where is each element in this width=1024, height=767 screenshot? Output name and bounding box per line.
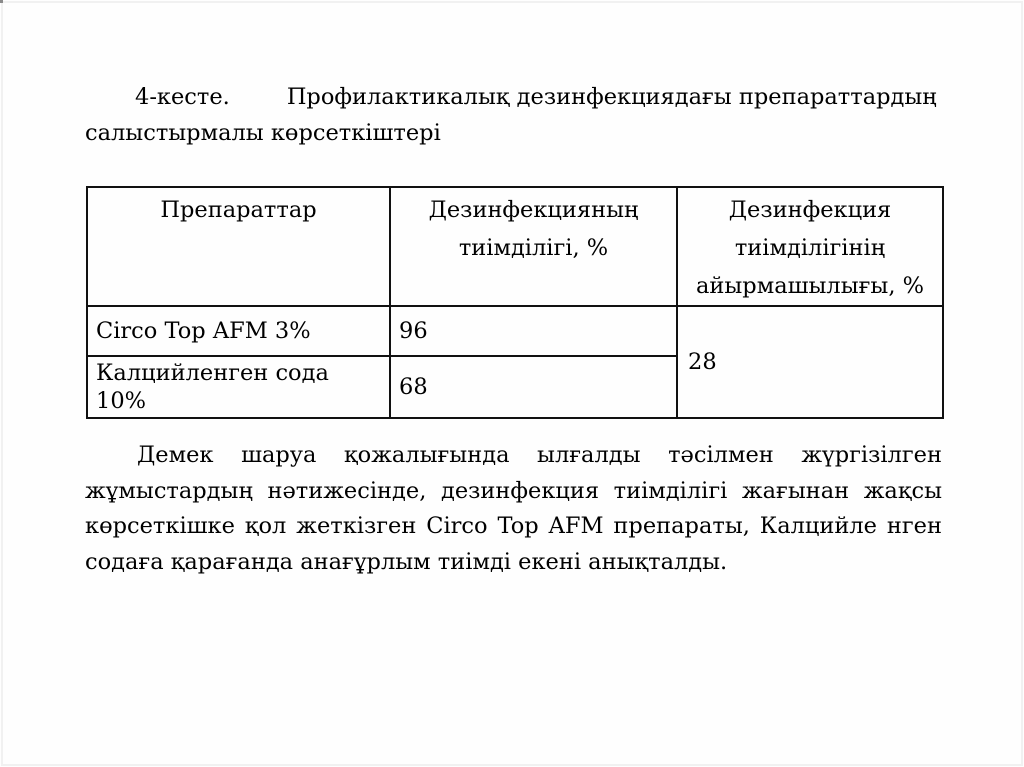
table-caption: 4-кесте. Профилактикалық дезинфекциядағы … — [85, 79, 945, 151]
caption-line-1: 4-кесте. Профилактикалық дезинфекциядағы … — [85, 79, 945, 115]
header-efficiency: Дезинфекцияның тиімділігі, % — [389, 186, 678, 307]
page-corner-mark — [0, 0, 3, 3]
cell-preparation-2: Калцийленген сода 10% — [86, 354, 391, 420]
table-row: Circo Top AFM 3% 96 28 — [86, 304, 944, 420]
comparison-table: Препараттар Дезинфекцияның тиімділігі, %… — [86, 186, 944, 420]
conclusion-paragraph: Демек шаруа қожалығында ылғалды тәсілмен… — [85, 442, 942, 575]
cell-preparation-1: Circo Top AFM 3% — [86, 305, 391, 357]
table-header-row: Препараттар Дезинфекцияның тиімділігі, %… — [86, 186, 944, 307]
header-difference: Дезинфекция тиімділігінің айырмашылығы, … — [676, 186, 944, 307]
table-row: Калцийленген сода 10% 68 — [86, 354, 943, 420]
header-preparations: Препараттар — [86, 186, 391, 307]
cell-difference: 28 — [676, 304, 944, 420]
cell-efficiency-1: 96 — [389, 305, 678, 357]
caption-line-2: салыстырмалы көрсеткіштері — [85, 120, 441, 146]
caption-text: Профилактикалық дезинфекциядағы препарат… — [286, 84, 937, 110]
cell-efficiency-2: 68 — [389, 354, 678, 420]
caption-number: 4-кесте. — [135, 84, 230, 110]
